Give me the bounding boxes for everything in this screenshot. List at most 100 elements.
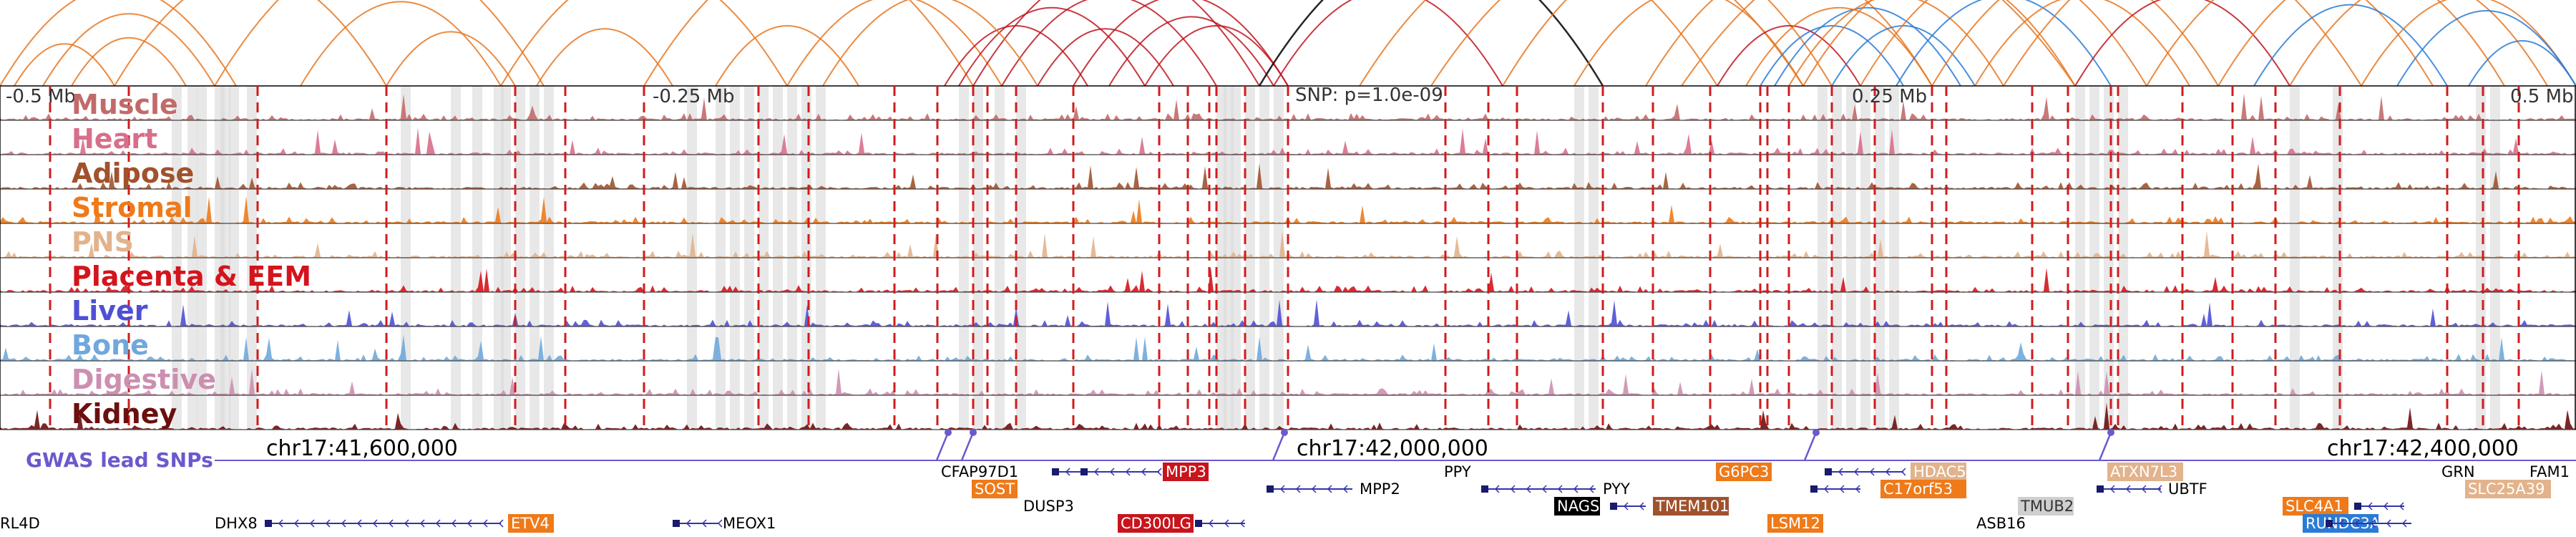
track-signal [0, 299, 2576, 326]
strand-arrow [1541, 485, 1547, 493]
peak-markers [49, 86, 2520, 430]
loop-arc [1860, 0, 2147, 87]
mb-label: -0.5 Mb [6, 86, 76, 107]
strand-arrow [1311, 485, 1317, 493]
gene-badge [2283, 497, 2348, 516]
gwas-snp-dot [970, 429, 977, 436]
loop-arc [972, 0, 1260, 87]
gene-label: MEOX1 [723, 515, 776, 532]
gene-exon [1052, 468, 1059, 475]
gene-label: RL4D [0, 515, 40, 532]
strand-arrow [1327, 485, 1332, 493]
gene-badge [1880, 480, 1966, 498]
gene-label: MPP2 [1360, 480, 1400, 498]
loop-arc [2289, 0, 2548, 87]
gene-exon [1825, 468, 1832, 475]
track-label: PNS [72, 226, 134, 258]
strand-arrow [1589, 485, 1594, 493]
loop-arc [2146, 0, 2434, 87]
strand-arrow [1093, 468, 1099, 476]
loop-arc [0, 0, 237, 87]
strand-arrow [2109, 485, 2115, 493]
track-label: Stromal [72, 192, 192, 223]
strand-arrow [1494, 485, 1500, 493]
strand-arrow [717, 519, 723, 528]
strand-arrow [1239, 519, 1245, 528]
strand-arrow [1623, 502, 1629, 511]
loop-arc [1502, 0, 1833, 87]
gene-label: HDAC5 [1913, 463, 1966, 480]
gene-badge [1118, 514, 1194, 533]
loop-arc [643, 0, 974, 87]
track-label: Placenta & EEM [72, 261, 311, 292]
strand-arrow [2338, 519, 2344, 528]
loop-arc [71, 37, 187, 87]
loop-arc [1896, 0, 2112, 87]
loop-arc [1931, 0, 2219, 87]
mb-label: -0.25 Mb [653, 86, 734, 107]
loop-arc [1073, 0, 1289, 87]
gene-label: FAM1 [2529, 463, 2570, 480]
gene-label: SOST [975, 480, 1015, 498]
strand-arrow [404, 519, 409, 528]
gene-exon [265, 520, 272, 527]
loop-arc [300, 1, 502, 87]
coordinate-label: chr17:41,600,000 [266, 436, 458, 461]
loop-arcs [0, 0, 2576, 87]
track-signal [0, 402, 2576, 430]
coordinate-label: chr17:42,400,000 [2327, 436, 2519, 461]
gwas-row: GWAS lead SNPs chr17:41,600,000 chr17:42… [26, 429, 2576, 472]
gwas-snp-dot [945, 429, 952, 436]
loop-arc [822, 0, 1038, 87]
loop-arc [1788, 0, 2004, 87]
gene-label: C17orf53 [1883, 480, 1953, 498]
gene-badge [1653, 497, 1729, 516]
strand-arrow [293, 519, 299, 528]
loop-arc [944, 25, 1088, 87]
strand-arrow [1156, 468, 1162, 476]
gene-label: ASB16 [1976, 515, 2026, 532]
track-label: Adipose [72, 158, 194, 189]
loop-arc [958, 7, 1146, 87]
loop-arc [1760, 25, 1904, 87]
strand-arrow [451, 519, 457, 528]
loop-arc [715, 25, 859, 87]
strand-arrow [2141, 485, 2147, 493]
loop-arc [1430, 0, 1804, 87]
gene-annotations: CFAP97D1 MPP3 PPY G6PC3 HDAC5 ATXN7L3 GRN FAM1S… [0, 463, 2570, 533]
gene-label: NAGS [1557, 498, 1599, 515]
gene-label: TMEM101 [1655, 498, 1729, 515]
strand-arrow [419, 519, 425, 528]
strand-arrow [2399, 502, 2404, 511]
gene-label: ATXN7L3 [2110, 463, 2177, 480]
loop-arc [214, 0, 545, 87]
track-label: Bone [72, 329, 149, 361]
loop-arc [1144, 25, 1289, 87]
gene-label: DUSP3 [1023, 498, 1074, 515]
strand-arrow [1839, 485, 1845, 493]
track-label: Heart [72, 123, 157, 155]
loop-arc [2253, 4, 2448, 87]
loop-arc [2218, 0, 2505, 87]
strand-arrow [1901, 468, 1906, 476]
gwas-marker [1272, 432, 1286, 461]
gwas-snp-dot [2107, 429, 2114, 436]
strand-arrow [1208, 519, 1214, 528]
gene-label: UBTF [2168, 480, 2207, 498]
gene-exon [1080, 468, 1088, 475]
gene-exon [1267, 485, 1274, 493]
strand-arrow [701, 519, 707, 528]
strand-arrow [1109, 468, 1115, 476]
gene-exon [2354, 503, 2361, 510]
strand-arrow [325, 519, 331, 528]
gene-badge [508, 514, 554, 533]
gwas-snp-dot [1281, 429, 1288, 436]
gene-label: ETV4 [511, 515, 550, 532]
strand-arrow [309, 519, 315, 528]
loop-arc [1359, 0, 1718, 87]
loop-arc [2468, 40, 2576, 87]
strand-arrow [435, 519, 441, 528]
gene-exon [1195, 520, 1202, 527]
loop-arc [14, 43, 115, 87]
gene-label: CD300LG [1121, 515, 1191, 532]
